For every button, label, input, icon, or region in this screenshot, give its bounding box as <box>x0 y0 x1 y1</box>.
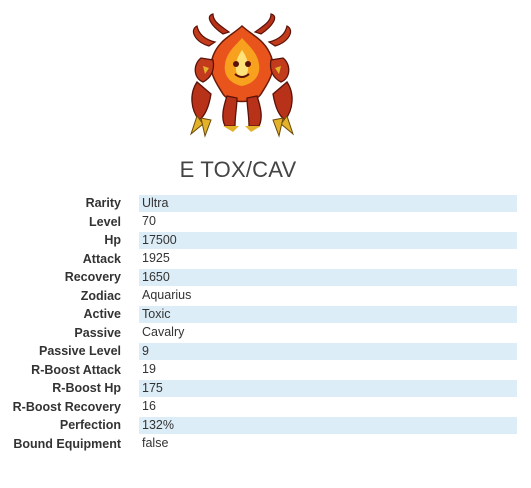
stat-label: Passive <box>74 325 121 340</box>
stat-value: 17500 <box>139 231 517 249</box>
stat-label: Level <box>89 214 121 229</box>
stat-row-perfection: Perfection 132% <box>0 416 531 435</box>
fire-demon-portrait-icon <box>189 13 295 138</box>
stat-row-hp: Hp 17500 <box>0 231 531 250</box>
card-title: E TOX/CAV <box>179 157 297 182</box>
stat-label: Rarity <box>85 196 121 211</box>
stat-row-r-boost-recovery: R-Boost Recovery 16 <box>0 398 531 417</box>
stat-label: Passive Level <box>38 344 121 359</box>
stat-value: Toxic <box>139 305 517 323</box>
stat-label: Attack <box>82 251 121 266</box>
stat-label: Active <box>83 307 121 322</box>
stat-value: 19 <box>142 362 156 377</box>
stat-label: Perfection <box>59 418 121 433</box>
stat-value: false <box>142 436 169 451</box>
stat-row-recovery: Recovery 1650 <box>0 268 531 287</box>
stats-table: Rarity Ultra Level 70 Hp 17500 Attack 19… <box>0 194 531 453</box>
stat-row-passive: Passive Cavalry <box>0 324 531 343</box>
stat-value: Cavalry <box>142 325 185 340</box>
stat-row-zodiac: Zodiac Aquarius <box>0 287 531 306</box>
stat-value: 1925 <box>142 251 170 266</box>
stat-value: 9 <box>139 342 517 360</box>
stat-value: 1650 <box>139 268 517 286</box>
stat-row-bound-equipment: Bound Equipment false <box>0 435 531 454</box>
stat-row-passive-level: Passive Level 9 <box>0 342 531 361</box>
stat-value: 175 <box>139 379 517 397</box>
stat-label: Hp <box>104 233 121 248</box>
stat-label: Recovery <box>64 270 121 285</box>
stat-row-r-boost-attack: R-Boost Attack 19 <box>0 361 531 380</box>
stat-label: R-Boost Hp <box>52 381 121 396</box>
stat-value: Aquarius <box>142 288 192 303</box>
stat-value: 16 <box>142 399 156 414</box>
stat-label: R-Boost Recovery <box>12 399 121 414</box>
stat-value: Ultra <box>139 194 517 212</box>
stat-label: Bound Equipment <box>13 436 121 451</box>
stat-value: 70 <box>142 214 156 229</box>
stat-label: R-Boost Attack <box>31 362 121 377</box>
stat-value: 132% <box>139 416 517 434</box>
stat-label: Zodiac <box>80 288 121 303</box>
stat-row-active: Active Toxic <box>0 305 531 324</box>
stat-row-rarity: Rarity Ultra <box>0 194 531 213</box>
stat-row-level: Level 70 <box>0 213 531 232</box>
stat-row-r-boost-hp: R-Boost Hp 175 <box>0 379 531 398</box>
stat-row-attack: Attack 1925 <box>0 250 531 269</box>
